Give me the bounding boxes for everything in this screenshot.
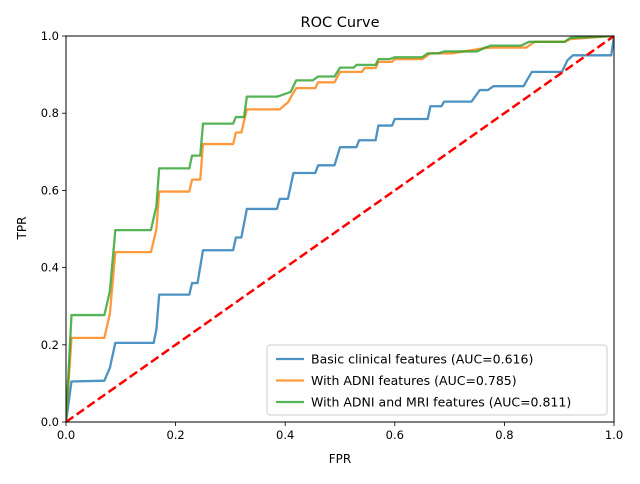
legend-label-3: With ADNI and MRI features (AUC=0.811) [311,395,571,410]
axis-ticks: 0.0 0.2 0.4 0.6 0.8 1.0 0.0 0.2 0.4 0.6 0.8 1.0 [41,29,623,442]
roc-series-line-3 [66,36,614,422]
x-tick-label: 0.2 [166,428,184,442]
y-tick-label: 0.4 [41,261,59,275]
x-axis-label: FPR [329,452,351,466]
plot-frame [65,35,615,423]
plot-lines [65,34,615,424]
y-axis-label: TPR [15,217,29,241]
chance-diagonal-line [65,34,615,424]
x-tick-label: 1.0 [605,428,623,442]
y-tick-label: 0.6 [41,183,59,197]
y-tick-label: 1.0 [41,29,59,43]
x-tick-label: 0.6 [386,428,404,442]
x-tick-label: 0.8 [495,428,513,442]
legend: Basic clinical features (AUC=0.616) With … [266,344,608,416]
legend-label-1: Basic clinical features (AUC=0.616) [311,352,533,367]
x-tick-label: 0.4 [276,428,294,442]
legend-box [266,344,608,416]
chart-title: ROC Curve [301,15,380,31]
y-tick-label: 0.2 [41,338,59,352]
y-tick-label: 0.8 [41,106,59,120]
y-tick-label: 0.0 [41,415,59,429]
roc-series-line-1 [66,36,614,422]
legend-label-2: With ADNI features (AUC=0.785) [311,373,517,388]
x-tick-label: 0.0 [57,428,75,442]
